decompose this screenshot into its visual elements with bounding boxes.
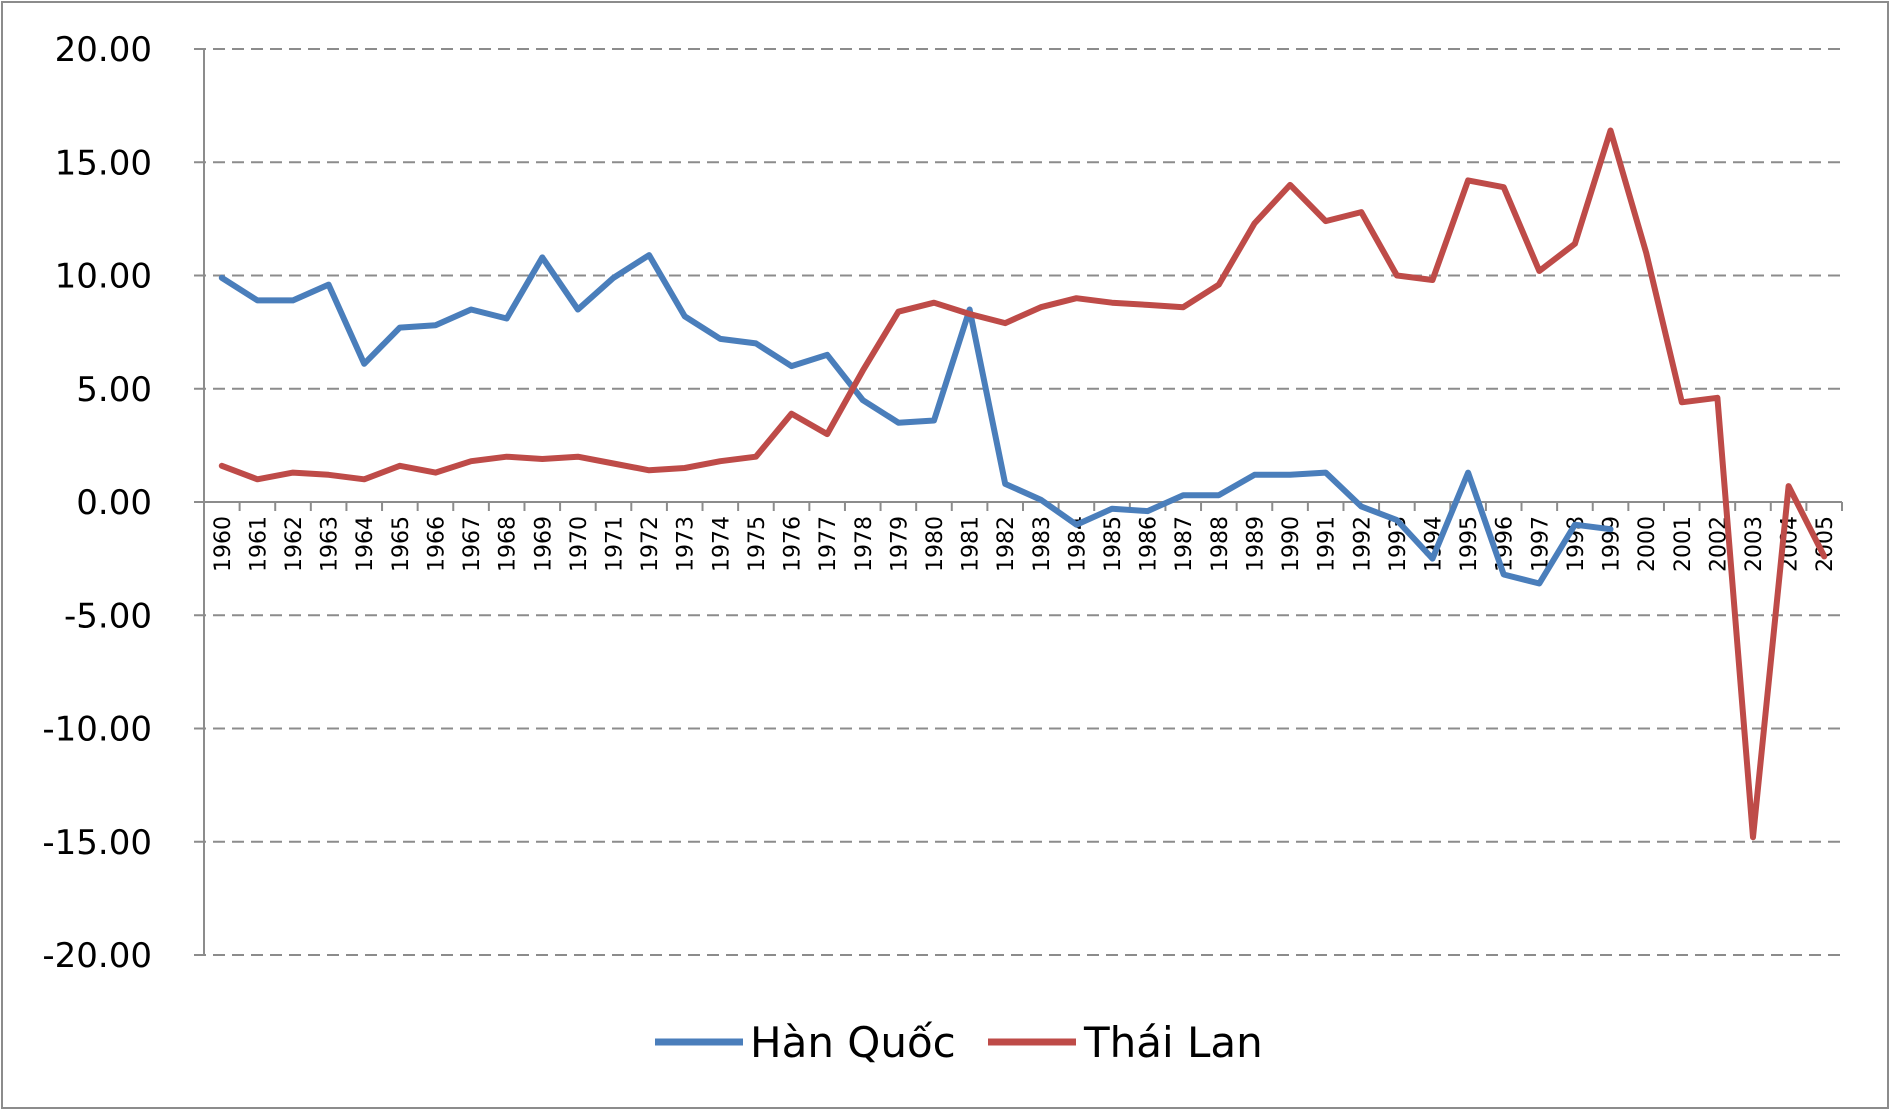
y-tick-label: -10.00 [42,710,152,750]
y-tick-label: 5.00 [76,370,152,410]
x-tick-label: 1974 [709,516,734,572]
x-tick-label: 1977 [816,516,841,572]
x-tick-label: 1983 [1030,516,1055,572]
x-tick-label: 1987 [1172,516,1197,572]
x-tick-label: 1963 [318,516,343,572]
series-line-thai-lan [218,127,1828,841]
x-tick-label: 1976 [781,516,806,572]
x-tick-label: 2001 [1671,516,1696,572]
x-tick-label: 1990 [1279,516,1304,572]
x-tick-label: 1967 [460,516,485,572]
y-tick-label: 10.00 [55,257,152,297]
x-tick-label: 1979 [887,516,912,572]
x-tick-label: 1991 [1315,516,1340,572]
x-tick-label: 1970 [567,516,592,572]
x-tick-label: 1962 [282,516,307,572]
x-tick-label: 1961 [246,516,271,572]
x-tick-label: 1969 [531,516,556,572]
y-tick-label: 15.00 [55,143,152,183]
x-tick-label: 1995 [1457,516,1482,572]
x-tick-label: 1973 [674,516,699,572]
x-tick-label: 1989 [1243,516,1268,572]
x-tick-label: 1986 [1137,516,1162,572]
x-tick-label: 1971 [603,516,628,572]
y-tick-labels: 20.00 15.00 10.00 5.00 0.00 -5.00 -10.00 -15.00… [42,30,152,976]
x-tick-label: 2000 [1635,516,1660,572]
y-tick-label: 20.00 [55,30,152,70]
x-tick-label: 1994 [1422,516,1447,572]
legend-label-han-quoc: Hàn Quốc [750,1018,956,1067]
y-tick-label: -20.00 [42,936,152,976]
y-tick-label: -5.00 [64,596,152,636]
gridlines [194,48,1842,956]
x-tick-label: 1981 [959,516,984,572]
series-line-han-quoc [218,252,1614,587]
legend-label-thai-lan: Thái Lan [1083,1018,1263,1067]
x-tick-label: 1980 [923,516,948,572]
series-lines [218,127,1828,841]
x-tick-label: 2003 [1742,516,1767,572]
axes [203,49,1843,955]
x-tick-label: 1960 [211,516,236,572]
x-tick-label: 1982 [994,516,1019,572]
x-tick-label: 1964 [353,516,378,572]
x-tick-label: 1975 [745,516,770,572]
x-tick-label: 1966 [424,516,449,572]
x-tick-label: 1968 [496,516,521,572]
legend: Hàn Quốc Thái Lan [655,1018,1263,1067]
x-tick-label: 1996 [1493,516,1518,572]
x-tick-label: 1999 [1600,516,1625,572]
x-tick-label: 1985 [1101,516,1126,572]
x-tick-label: 1972 [638,516,663,572]
x-tick-label: 1992 [1350,516,1375,572]
y-tick-label: 0.00 [76,483,152,523]
x-tick-labels: 1960 1961 1962 1963 1964 1965 1966 1967 1968 1969… [211,516,1838,572]
x-tick-label: 1978 [852,516,877,572]
x-tick-label: 1988 [1208,516,1233,572]
x-tick-label: 1965 [389,516,414,572]
y-tick-label: -15.00 [42,823,152,863]
